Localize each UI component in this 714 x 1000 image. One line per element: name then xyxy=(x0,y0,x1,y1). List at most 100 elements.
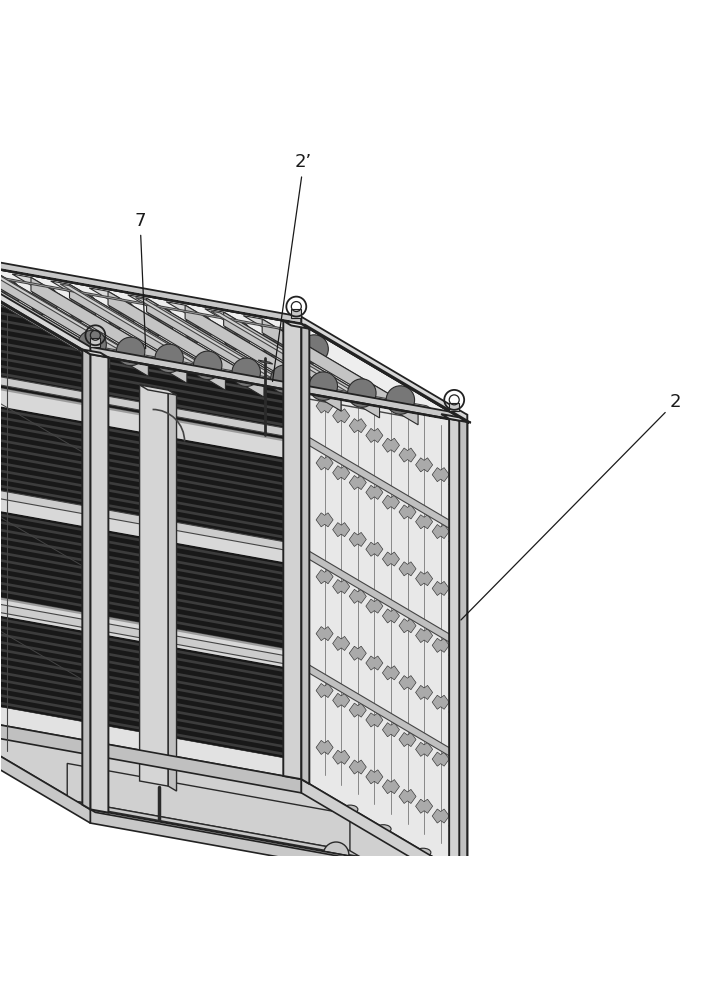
Polygon shape xyxy=(0,622,290,688)
Polygon shape xyxy=(0,614,290,681)
Polygon shape xyxy=(69,284,226,390)
Polygon shape xyxy=(0,690,290,757)
Polygon shape xyxy=(383,438,399,452)
Polygon shape xyxy=(383,723,399,737)
Circle shape xyxy=(184,314,213,342)
Polygon shape xyxy=(140,385,176,395)
Polygon shape xyxy=(0,502,290,568)
Polygon shape xyxy=(0,517,290,584)
Polygon shape xyxy=(349,646,366,660)
Polygon shape xyxy=(0,271,294,355)
Polygon shape xyxy=(399,732,416,747)
Polygon shape xyxy=(0,660,290,726)
Polygon shape xyxy=(0,270,304,334)
Polygon shape xyxy=(0,675,290,741)
Polygon shape xyxy=(205,309,380,404)
Polygon shape xyxy=(301,324,471,423)
Polygon shape xyxy=(0,555,290,622)
Circle shape xyxy=(107,300,136,329)
Polygon shape xyxy=(0,270,149,376)
Polygon shape xyxy=(333,466,350,480)
Polygon shape xyxy=(0,593,297,666)
Text: 7: 7 xyxy=(134,212,146,349)
Polygon shape xyxy=(0,603,294,760)
Polygon shape xyxy=(0,570,290,637)
Polygon shape xyxy=(0,465,290,532)
Polygon shape xyxy=(0,585,294,669)
Ellipse shape xyxy=(416,848,431,857)
Polygon shape xyxy=(0,330,290,397)
Polygon shape xyxy=(316,740,333,754)
Polygon shape xyxy=(316,399,333,413)
Polygon shape xyxy=(169,390,176,791)
Polygon shape xyxy=(294,428,460,534)
Polygon shape xyxy=(264,339,287,346)
Polygon shape xyxy=(301,317,467,422)
Circle shape xyxy=(69,293,97,322)
Circle shape xyxy=(223,321,251,349)
Polygon shape xyxy=(349,589,366,603)
Polygon shape xyxy=(0,667,290,734)
Polygon shape xyxy=(82,349,109,357)
Polygon shape xyxy=(349,532,366,546)
Polygon shape xyxy=(89,288,264,383)
Polygon shape xyxy=(0,443,290,509)
Polygon shape xyxy=(291,309,301,318)
Polygon shape xyxy=(449,477,466,491)
Polygon shape xyxy=(399,789,416,803)
Polygon shape xyxy=(432,809,449,823)
Polygon shape xyxy=(416,742,433,756)
Polygon shape xyxy=(432,695,449,709)
Polygon shape xyxy=(108,291,264,397)
Polygon shape xyxy=(243,316,418,411)
Polygon shape xyxy=(416,799,433,813)
Polygon shape xyxy=(81,341,104,348)
Polygon shape xyxy=(0,397,290,464)
Polygon shape xyxy=(12,274,187,370)
Circle shape xyxy=(323,842,349,868)
Polygon shape xyxy=(140,385,169,786)
Polygon shape xyxy=(0,323,290,389)
Polygon shape xyxy=(110,311,133,318)
Polygon shape xyxy=(449,705,466,719)
Polygon shape xyxy=(366,656,383,670)
Polygon shape xyxy=(316,627,333,641)
Circle shape xyxy=(116,337,145,366)
Polygon shape xyxy=(303,346,326,352)
Polygon shape xyxy=(0,412,290,479)
Circle shape xyxy=(271,365,299,393)
Polygon shape xyxy=(366,770,383,784)
Polygon shape xyxy=(158,355,181,362)
Polygon shape xyxy=(0,255,301,324)
Polygon shape xyxy=(33,297,56,304)
Polygon shape xyxy=(60,284,218,374)
Polygon shape xyxy=(0,405,290,471)
Polygon shape xyxy=(166,302,341,397)
Polygon shape xyxy=(0,293,290,359)
Ellipse shape xyxy=(376,825,391,833)
Polygon shape xyxy=(0,264,110,369)
Polygon shape xyxy=(51,281,226,376)
Polygon shape xyxy=(226,332,248,339)
Polygon shape xyxy=(273,376,296,383)
Polygon shape xyxy=(0,376,290,442)
Polygon shape xyxy=(294,656,460,762)
Polygon shape xyxy=(0,499,294,655)
Polygon shape xyxy=(0,289,294,446)
Polygon shape xyxy=(71,304,94,311)
Polygon shape xyxy=(366,713,383,727)
Polygon shape xyxy=(349,703,366,717)
Polygon shape xyxy=(333,409,350,423)
Polygon shape xyxy=(399,562,416,576)
Polygon shape xyxy=(333,693,350,707)
Polygon shape xyxy=(0,249,90,354)
Polygon shape xyxy=(416,572,433,586)
Text: 2: 2 xyxy=(461,393,681,620)
Polygon shape xyxy=(383,495,399,509)
Polygon shape xyxy=(449,591,466,605)
Polygon shape xyxy=(416,685,433,699)
Polygon shape xyxy=(383,780,399,794)
Polygon shape xyxy=(0,682,290,749)
Polygon shape xyxy=(388,397,412,403)
Circle shape xyxy=(261,328,290,356)
